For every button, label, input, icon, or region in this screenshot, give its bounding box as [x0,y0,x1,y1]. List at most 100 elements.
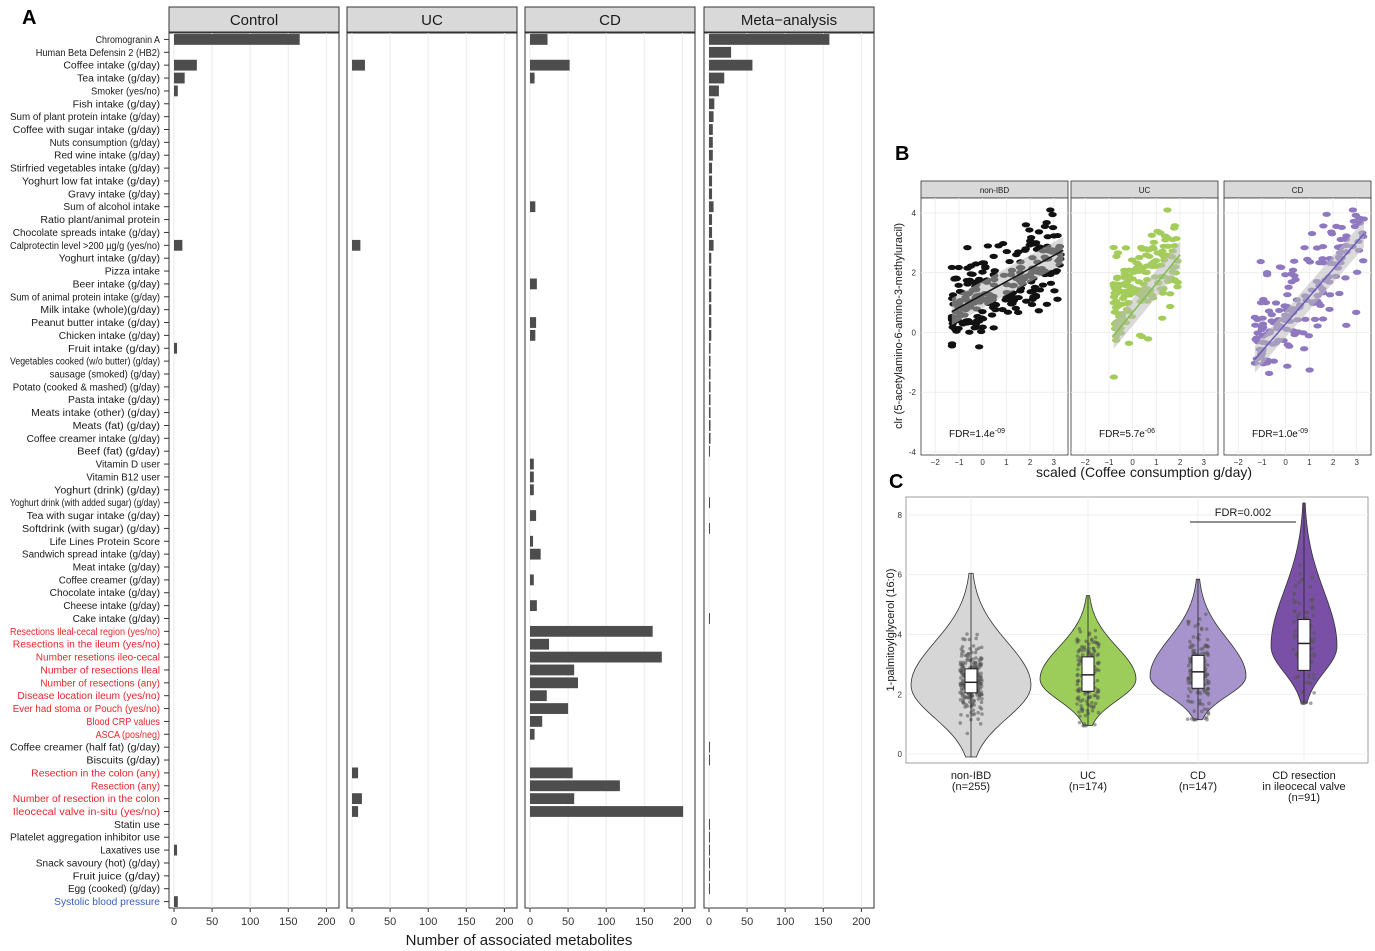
panel-c-point [1083,648,1088,652]
panel-a-category-label: Egg (cooked) (g/day) [68,884,160,895]
panel-b-point [1315,260,1324,266]
panel-a-category-label: Chocolate intake (g/day) [50,588,160,599]
panel-a-category-label: Snack savoury (hot) (g/day) [36,858,160,869]
panel-b-point [1109,300,1118,306]
panel-c-point [1084,639,1088,644]
panel-c-point [965,731,970,736]
panel-a-category-label: ASCA (pos/neg) [96,730,160,741]
panel-b-fit-line [1113,254,1181,336]
panel-b-fdr-label: FDR=1.4e-09 [949,428,1005,440]
panel-c-point [1096,710,1101,715]
panel-a-category-label: Blood CRP values [86,717,160,728]
panel-a-category-label: Fruit intake (g/day) [68,344,160,355]
panel-c-point [1095,696,1100,700]
panel-c-point [1206,691,1210,695]
panel-c-point [976,710,980,715]
panel-c-point [1186,676,1191,681]
panel-c-point [1087,631,1092,636]
panel-c-point [970,694,975,698]
panel-a-category-label: sausage (smoked) (g/day) [50,369,160,380]
panel-a-bar [709,34,830,45]
panel-b-point [989,325,998,331]
panel-c-y-tick-label: 8 [898,511,903,520]
panel-c-point [1093,722,1097,727]
panel-a-bar [709,175,713,187]
panel-a-bar [530,34,548,45]
panel-a-strip-label: UC [421,12,443,29]
panel-c-point [1076,678,1081,683]
panel-b-point [1027,301,1037,308]
panel-b-x-tick-label: −1 [954,458,964,467]
panel-c-group-n-label: (n=255) [952,781,990,793]
panel-a-bar [530,703,569,714]
panel-c-point [965,713,970,718]
panel-c-point [979,645,984,650]
panel-a-category-label: Cheese intake (g/day) [63,601,160,612]
panel-a-x-tick-label: 100 [776,916,794,928]
panel-c-point [1293,628,1297,633]
panel-a-bar [709,46,732,58]
panel-a-x-tick-label: 100 [241,916,259,928]
panel-c-point [1075,682,1080,687]
panel-b-point [970,325,979,331]
panel-c-point [960,644,965,649]
panel-c-point [1205,637,1210,642]
panel-c-point [1311,613,1315,618]
panel-c-group-label: CD resection [1272,770,1336,782]
panel-a-bar [530,600,537,612]
panel-a-bar [530,780,620,792]
panel-c-point [1308,584,1313,589]
panel-a-strip-label: CD [599,12,621,29]
panel-c-point [960,662,965,667]
panel-c-point [1198,698,1202,702]
panel-b-point [1113,274,1122,280]
panel-c-point [1206,663,1210,667]
panel-b-point [1294,329,1303,335]
panel-a-bar [709,149,713,161]
panel-a-category-label: Coffee creamer (half fat) (g/day) [10,743,160,754]
panel-b-point [1135,254,1144,261]
panel-c-point [1298,571,1303,576]
panel-b-point [1043,234,1052,240]
panel-a-bar [709,420,711,431]
panel-c-point [1078,630,1083,634]
panel-a-bar [530,677,578,689]
panel-b-x-tick-label: 1 [1154,458,1159,467]
panel-b-point [1140,269,1150,275]
panel-c-point [1096,689,1101,693]
panel-c-point [1186,681,1191,685]
panel-c-point [1093,701,1098,706]
panel-a-bar [709,754,710,766]
panel-a-x-axis-title: Number of associated metabolites [406,932,633,949]
panel-a-bar [174,59,197,71]
panel-c-point [1205,652,1210,656]
panel-b-point [1158,315,1167,321]
panel-a-bar [530,329,536,341]
panel-b-point [1276,264,1286,270]
panel-c-point [978,686,983,690]
panel-a-bar [530,317,537,328]
panel-b-point [1253,330,1262,336]
panel-a-bar [709,317,712,328]
panel-c-point [1207,701,1211,706]
panel-c-point [971,712,975,717]
panel-a-bar [709,394,711,406]
panel-b-point [1256,300,1266,306]
panel-a-plot-area [524,32,696,909]
panel-c-point [1304,680,1309,685]
panel-b-point [948,292,958,298]
panel-b-point [1111,309,1120,315]
panel-b-point [1283,342,1292,348]
panel-c-point [971,708,976,712]
panel-a-category-label: Meat intake (g/day) [73,563,160,574]
panel-c-point [1292,635,1297,640]
panel-c-point [1079,707,1084,711]
panel-b-x-tick-label: −2 [1234,458,1244,467]
panel-c-point [1187,687,1191,691]
panel-b-point [1120,267,1129,273]
panel-c-point [960,651,964,655]
panel-b-point [947,264,957,271]
panel-label-b: B [895,143,909,165]
panel-b-point [1264,308,1274,314]
panel-b-point [1137,333,1147,340]
